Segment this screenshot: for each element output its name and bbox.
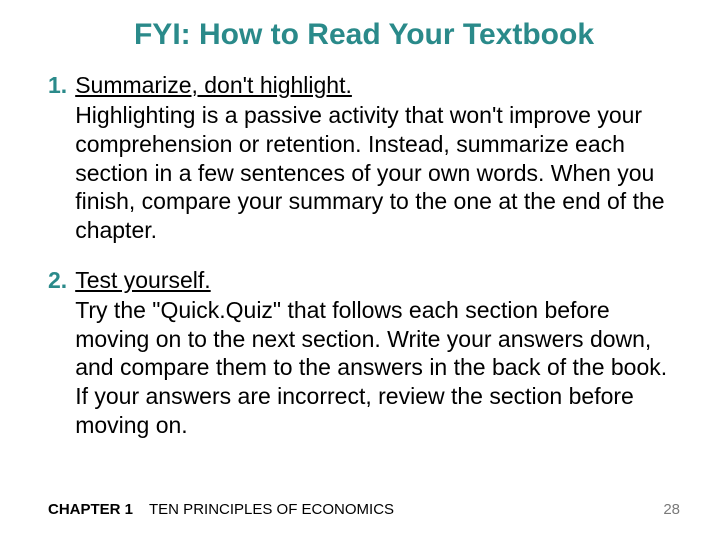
slide-title: FYI: How to Read Your Textbook: [48, 18, 680, 52]
item-number: 2.: [48, 267, 67, 294]
item-body-text: Try the "Quick.Quiz" that follows each s…: [75, 296, 680, 440]
item-body-text: Highlighting is a passive activity that …: [75, 101, 680, 245]
chapter-label: CHAPTER 1: [48, 501, 133, 518]
list-item: 1. Summarize, don't highlight. Highlight…: [48, 72, 680, 245]
slide: FYI: How to Read Your Textbook 1. Summar…: [0, 0, 720, 540]
page-number: 28: [663, 501, 680, 518]
chapter-title: TEN PRINCIPLES OF ECONOMICS: [149, 501, 663, 518]
item-number: 1.: [48, 72, 67, 99]
tips-list: 1. Summarize, don't highlight. Highlight…: [48, 72, 680, 440]
slide-footer: CHAPTER 1 TEN PRINCIPLES OF ECONOMICS 28: [48, 501, 680, 518]
item-lead: Summarize, don't highlight.: [75, 72, 352, 98]
item-lead: Test yourself.: [75, 267, 211, 293]
list-item: 2. Test yourself. Try the "Quick.Quiz" t…: [48, 267, 680, 440]
